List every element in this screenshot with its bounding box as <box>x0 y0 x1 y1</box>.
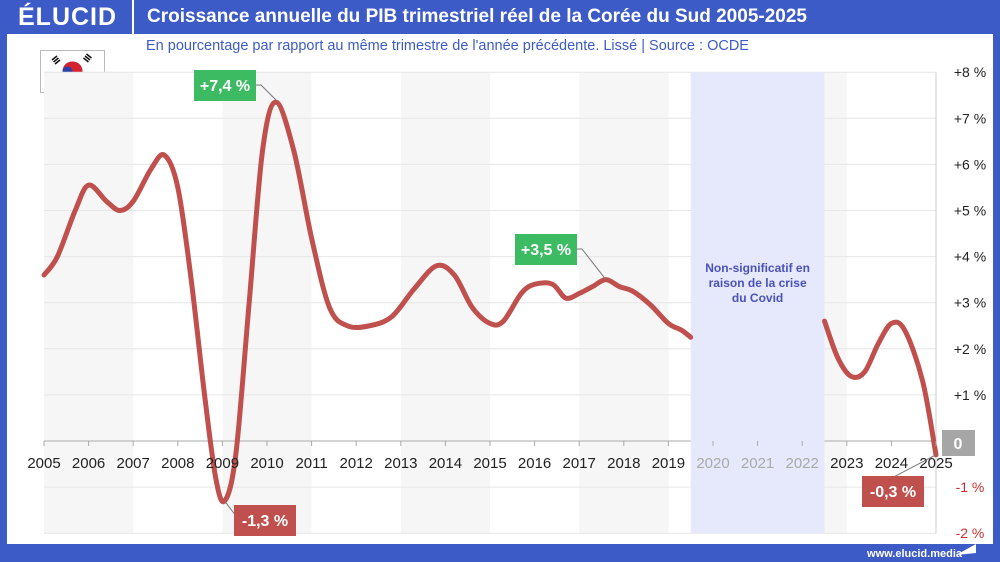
x-tick-label: 2005 <box>27 455 60 472</box>
annotation-box <box>234 505 296 536</box>
y-tick-label: -1 % <box>956 479 985 495</box>
covid-note: du Covid <box>732 291 783 305</box>
y-tick-label: +5 % <box>954 203 986 219</box>
annotation-label: +3,5 % <box>521 242 571 259</box>
x-tick-label: 2010 <box>250 455 283 472</box>
x-tick-label: 2011 <box>295 455 327 472</box>
x-tick-label: 2022 <box>786 455 819 472</box>
x-tick-label: 2021 <box>741 455 774 472</box>
elucid-logo: ÉLUCID <box>18 3 118 31</box>
x-tick-label: 2015 <box>473 455 506 472</box>
x-tick-label: 2023 <box>830 455 863 472</box>
x-tick-label: 2018 <box>607 455 640 472</box>
x-tick-label: 2019 <box>652 455 685 472</box>
header-bar: ÉLUCID Croissance annuelle du PIB trimes… <box>0 0 1000 34</box>
x-tick-label: 2012 <box>340 455 373 472</box>
y-tick-label: 0 <box>954 436 963 453</box>
x-tick-label: 2014 <box>429 455 462 472</box>
series-line <box>41 99 694 505</box>
y-tick-label: +3 % <box>954 295 986 311</box>
header-divider <box>132 0 134 34</box>
y-tick-label: +8 % <box>954 64 986 80</box>
footer-url: www.elucid.media <box>867 548 962 560</box>
annotation-leader <box>577 248 607 280</box>
covid-note: raison de la crise <box>709 276 807 290</box>
annotation-leader <box>256 84 277 101</box>
chart-subtitle: En pourcentage par rapport au même trime… <box>146 38 749 54</box>
y-tick-label: +2 % <box>954 341 986 357</box>
annotation-box <box>862 476 924 507</box>
x-tick-label: 2006 <box>72 455 105 472</box>
x-tick-label: 2020 <box>696 455 729 472</box>
annotation-label: -0,3 % <box>870 484 916 501</box>
y-tick-label: +6 % <box>954 156 986 172</box>
x-tick-label: 2017 <box>563 455 596 472</box>
annotation-box <box>515 234 577 265</box>
x-tick-label: 2009 <box>206 455 239 472</box>
x-tick-label: 2024 <box>875 455 908 472</box>
x-tick-label: 2008 <box>161 455 194 472</box>
x-tick-label: 2016 <box>518 455 551 472</box>
covid-note: Non-significatif en <box>705 261 810 275</box>
x-tick-label: 2025 <box>919 455 952 472</box>
annotation-label: -1,3 % <box>242 513 288 530</box>
x-tick-label: 2007 <box>117 455 150 472</box>
zero-badge <box>942 430 975 456</box>
annotation-box <box>194 70 256 101</box>
annotation-label: +7,4 % <box>200 78 250 95</box>
y-tick-label: +7 % <box>954 110 986 126</box>
y-tick-label: +4 % <box>954 249 986 265</box>
y-tick-label: +1 % <box>954 387 986 403</box>
chart-title: Croissance annuelle du PIB trimestriel r… <box>147 6 807 27</box>
y-tick-label: -2 % <box>956 525 985 541</box>
covid-band <box>690 72 825 534</box>
x-tick-label: 2013 <box>384 455 417 472</box>
series-line <box>822 318 939 458</box>
